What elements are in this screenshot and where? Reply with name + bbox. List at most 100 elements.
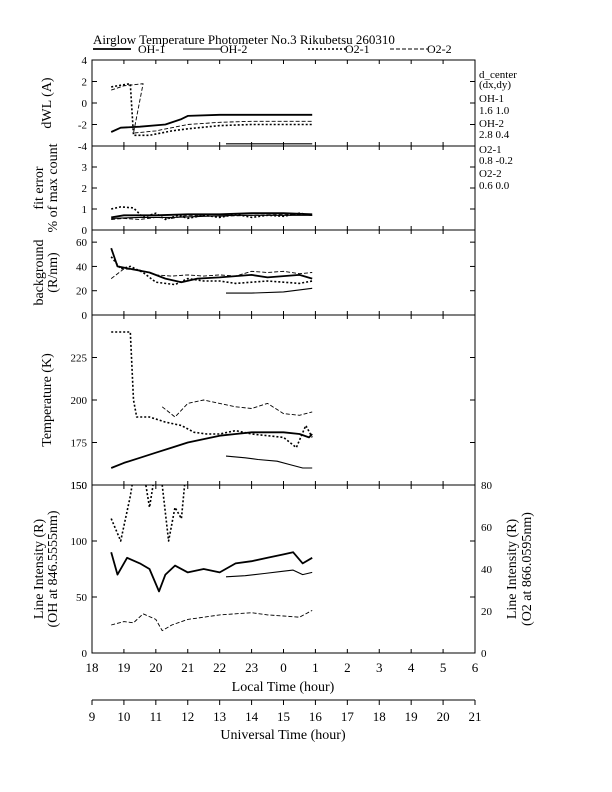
universal-time-label: Universal Time (hour) (220, 728, 346, 743)
series-temp-o2-2 (161, 399, 313, 418)
figure-header: Airglow Temperature Photometer No.3 Riku… (93, 32, 452, 56)
universal-time-tick: 18 (373, 709, 386, 724)
series-intensity-o2-2 (111, 610, 313, 632)
y-tick-label: 60 (76, 237, 88, 249)
universal-time-tick: 11 (150, 709, 163, 724)
side-info-subtitle: (dx,dy) (479, 79, 511, 91)
local-time-tick: 0 (280, 660, 287, 675)
y-tick-label: 2 (82, 183, 88, 195)
legend-label-oh-1: OH-1 (138, 42, 165, 56)
universal-time-tick: 10 (117, 709, 130, 724)
local-time-tick: 1 (312, 660, 319, 675)
series-bg-o2-2 (110, 268, 313, 279)
series-fit-o2-1 (111, 206, 313, 221)
y-right-tick-label: 80 (481, 480, 493, 492)
local-time-tick: 4 (408, 660, 415, 675)
panel-temp: 225 200 175 150 Temperature (K) (40, 314, 476, 492)
series-group (110, 247, 313, 294)
local-time-tick: 5 (440, 660, 447, 675)
panel-intensity: 150 100 50 0 Line Intensity (R) (OH at 846.55… (32, 480, 535, 660)
local-time-tick: 19 (117, 660, 130, 675)
local-time-tick: 20 (149, 660, 162, 675)
y-right-tick-label: 40 (481, 564, 493, 576)
y-tick-label: 2 (82, 77, 88, 89)
series-temp-oh-1 (110, 431, 313, 469)
side-info-value: 1.6 1.0 (479, 105, 510, 117)
panel-frame (91, 314, 476, 486)
local-time-tick: 6 (472, 660, 479, 675)
y-tick-label: 150 (71, 480, 88, 492)
y-tick-label: -2 (78, 120, 87, 132)
local-time-label: Local Time (hour) (232, 680, 335, 695)
local-time-tick: 2 (344, 660, 351, 675)
universal-time-tick: 19 (405, 709, 418, 724)
series-fit-oh-1 (111, 212, 313, 219)
y-right-tick-label: 60 (481, 522, 493, 534)
y-tick-label: -4 (78, 141, 88, 153)
series-dwl-o2-2 (111, 83, 313, 134)
universal-time-tick: 14 (245, 709, 259, 724)
y-right-axis-label: Line Intensity (R) (505, 519, 520, 620)
y-tick-label: 150 (71, 480, 88, 492)
panel-bg: 60 40 20 0 background (R/nm) (32, 229, 476, 322)
y-axis-label: dWL (A) (40, 77, 55, 129)
series-fit-o2-2 (111, 213, 313, 220)
side-info-name: O2-1 (479, 144, 502, 156)
series-temp-oh-2 (225, 455, 313, 469)
y-tick-label: 40 (76, 261, 88, 273)
y-right-tick-label: 0 (481, 648, 487, 660)
series-bg-o2-1 (110, 256, 313, 286)
universal-time-tick: 15 (277, 709, 290, 724)
y-right-axis-label: (O2 at 866.0595nm) (520, 512, 535, 626)
legend-label-o2-1: O2-1 (345, 42, 370, 56)
y-tick-label: 4 (82, 55, 88, 67)
series-group (110, 485, 313, 632)
panel-frame (91, 59, 476, 147)
side-info-name: O2-2 (479, 168, 502, 180)
legend-label-oh-2: OH-2 (220, 42, 247, 56)
series-group (110, 331, 313, 469)
local-time-tick: 3 (376, 660, 383, 675)
y-tick-label: 3 (82, 162, 88, 174)
y-tick-label: 50 (76, 592, 88, 604)
y-tick-label: 0 (82, 310, 88, 322)
y-tick-label: 0 (82, 648, 88, 660)
y-tick-label: 225 (71, 353, 88, 365)
y-axis-label: (R/nm) (46, 252, 61, 293)
series-bg-oh-2 (226, 287, 313, 294)
side-info-value: 0.6 0.0 (479, 180, 510, 192)
figure-title: Airglow Temperature Photometer No.3 Riku… (93, 32, 395, 47)
series-group (110, 82, 313, 145)
y-axis-label: background (32, 239, 47, 305)
y-axis-label: % of max count (46, 143, 61, 232)
universal-time-tick: 17 (341, 709, 355, 724)
y-axis-label: Temperature (K) (40, 353, 55, 447)
y-tick-label: 100 (71, 536, 88, 548)
panel-dwl: 4 2 0 -2 -4 dWL (A) (40, 55, 476, 153)
series-bg-oh-1 (110, 247, 313, 284)
y-tick-label: 175 (71, 438, 88, 450)
series-dwl-o2-1 (111, 82, 313, 137)
side-info-name: OH-2 (479, 118, 504, 130)
legend: OH-1 OH-2 O2-1 O2-2 (93, 42, 452, 56)
y-axis-label: fit error (32, 166, 47, 209)
y-tick-label: 20 (76, 286, 88, 298)
y-tick-label: 200 (71, 395, 88, 407)
universal-time-tick: 16 (309, 709, 323, 724)
universal-time-tick: 21 (469, 709, 482, 724)
universal-time-tick: 9 (89, 709, 96, 724)
panel-fit: 3 2 1 0 fit error% of max count (32, 143, 476, 237)
universal-time-tick: 12 (181, 709, 194, 724)
side-info-name: OH-1 (479, 93, 504, 105)
series-group (111, 206, 313, 221)
y-right-tick-label: 20 (481, 606, 493, 618)
side-info-value: 0.8 -0.2 (479, 155, 513, 167)
legend-label-o2-2: O2-2 (427, 42, 452, 56)
local-time-tick: 21 (181, 660, 194, 675)
y-axis-label: (OH at 846.5555nm) (46, 510, 61, 627)
local-time-tick: 23 (245, 660, 258, 675)
universal-time-tick: 20 (437, 709, 450, 724)
